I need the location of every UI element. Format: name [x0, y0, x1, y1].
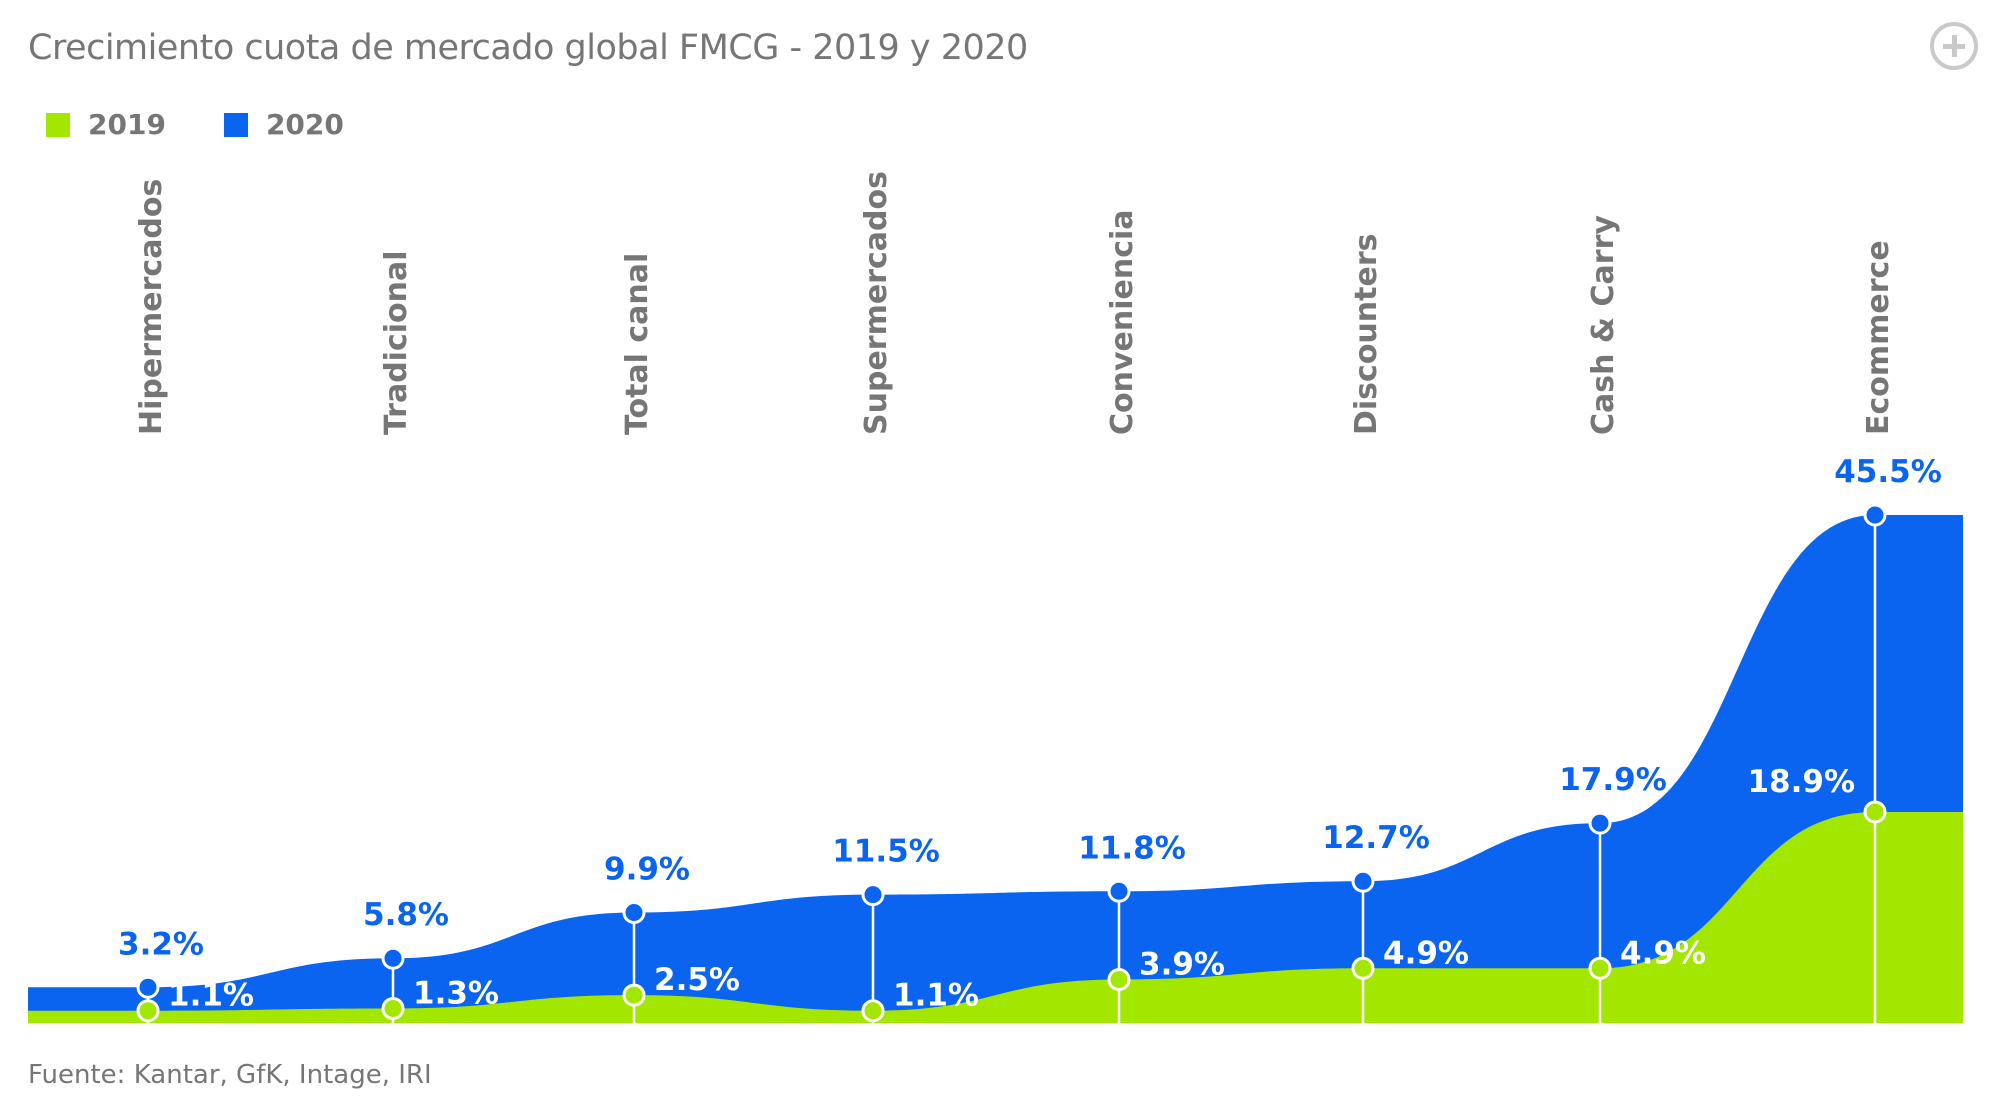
data-label-2020: 11.5%	[832, 834, 940, 870]
data-label-2020: 11.8%	[1078, 830, 1186, 866]
chart-title: Crecimiento cuota de mercado global FMCG…	[28, 28, 1028, 68]
point-2020	[381, 946, 405, 970]
category-label: Ecommerce	[1861, 240, 1896, 435]
data-label-2020: 17.9%	[1559, 762, 1667, 798]
legend-swatch-2020	[223, 112, 248, 137]
point-2019	[381, 996, 405, 1020]
data-label-2019: 18.9%	[1747, 764, 1855, 800]
point-2019	[136, 999, 160, 1023]
data-label-2020: 3.2%	[118, 926, 204, 962]
data-label-2020: 9.9%	[604, 851, 690, 887]
data-label-2020: 5.8%	[363, 897, 449, 933]
point-2019	[1588, 956, 1612, 980]
point-2020	[1863, 503, 1887, 527]
data-label-2019: 2.5%	[654, 962, 740, 998]
data-label-2019: 3.9%	[1139, 946, 1225, 982]
legend-item-2019[interactable]: 2019	[46, 108, 166, 141]
point-2020	[1351, 869, 1375, 893]
point-2019	[861, 999, 885, 1023]
category-label: Total canal	[620, 253, 655, 435]
category-label: Cash & Carry	[1586, 215, 1621, 435]
category-label: Tradicional	[379, 250, 414, 435]
category-label: Discounters	[1349, 234, 1384, 436]
legend-label-2020: 2020	[265, 108, 344, 141]
legend-item-2020[interactable]: 2020	[223, 108, 344, 141]
data-label-2019: 4.9%	[1383, 935, 1469, 971]
point-2020	[622, 900, 646, 924]
legend-label-2019: 2019	[88, 108, 166, 141]
category-label: Supermercados	[859, 171, 894, 435]
point-2019	[1863, 800, 1887, 824]
data-label-2020: 45.5%	[1834, 454, 1942, 490]
point-2020	[861, 883, 885, 907]
point-2019	[1107, 967, 1131, 991]
point-2020	[136, 975, 160, 999]
area-2019	[28, 811, 1963, 1023]
category-label: Conveniencia	[1105, 209, 1140, 435]
legend-swatch-2019	[46, 112, 70, 137]
point-2020	[1588, 811, 1612, 835]
area-2020	[28, 515, 1963, 1023]
point-2020	[1107, 879, 1131, 903]
data-label-2019: 1.1%	[168, 978, 254, 1014]
point-2019	[1351, 956, 1375, 980]
legend: 2019 2020	[46, 108, 402, 141]
data-label-2019: 1.3%	[413, 975, 499, 1011]
point-2019	[622, 983, 646, 1007]
data-label-2020: 12.7%	[1322, 820, 1430, 856]
data-label-2019: 4.9%	[1620, 935, 1706, 971]
category-label: Hipermercados	[134, 179, 169, 435]
plus-circle-icon[interactable]	[1930, 22, 1978, 70]
source-note: Fuente: Kantar, GfK, Intage, IRI	[28, 1060, 432, 1090]
data-label-2019: 1.1%	[893, 978, 979, 1014]
